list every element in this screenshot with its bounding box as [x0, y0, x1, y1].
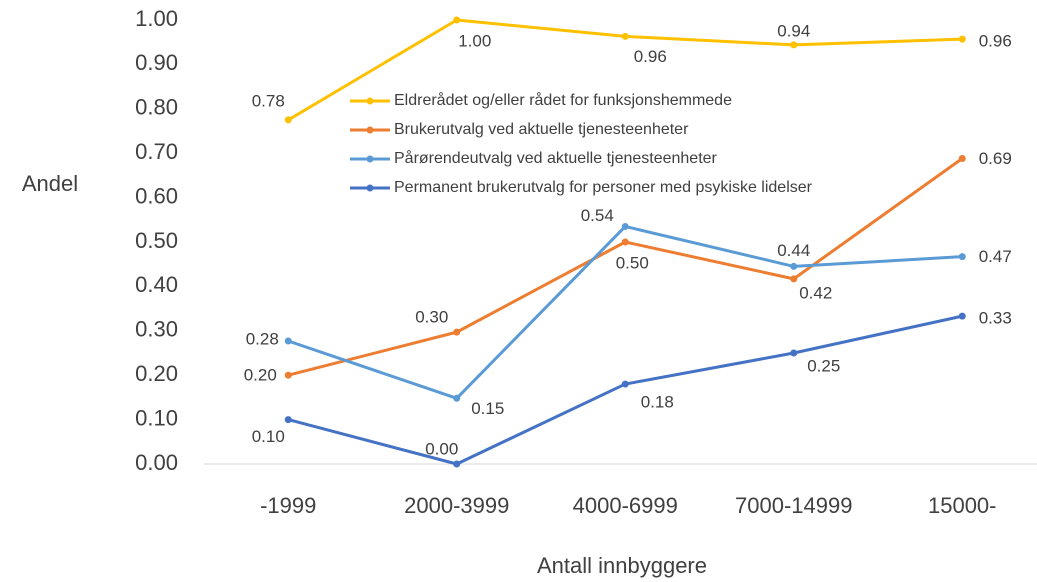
y-tick-label: 0.80: [135, 95, 178, 120]
legend-label: Brukerutvalg ved aktuelle tjenesteenhete…: [394, 121, 689, 138]
x-tick-label: 7000-14999: [735, 493, 852, 518]
data-point: [790, 349, 798, 357]
y-tick-label: 0.10: [135, 405, 178, 430]
data-label: 0.54: [581, 206, 614, 225]
x-tick-label: 15000-: [928, 493, 997, 518]
data-label: 0.28: [246, 329, 279, 348]
data-point: [284, 416, 292, 424]
legend-box: [345, 88, 897, 194]
legend-marker: [366, 184, 374, 192]
y-tick-label: 0.50: [135, 228, 178, 253]
y-tick-label: 0.00: [135, 450, 178, 475]
data-point: [621, 32, 629, 40]
data-label: 0.96: [634, 47, 667, 66]
data-point: [958, 253, 966, 261]
y-tick-label: 0.30: [135, 317, 178, 342]
data-point: [621, 238, 629, 246]
legend-marker: [366, 155, 374, 163]
data-label: 0.78: [252, 91, 285, 110]
y-tick-label: 0.40: [135, 272, 178, 297]
data-point: [958, 155, 966, 163]
data-point: [621, 380, 629, 388]
data-point: [790, 275, 798, 283]
data-point: [958, 35, 966, 43]
data-label: 1.00: [458, 31, 491, 50]
x-tick-label: -1999: [260, 493, 316, 518]
data-label: 0.00: [425, 439, 458, 458]
data-point: [790, 262, 798, 270]
data-label: 0.96: [979, 32, 1012, 51]
x-axis-label: Antall innbyggere: [537, 553, 707, 578]
data-point: [453, 328, 461, 336]
y-tick-label: 1.00: [135, 6, 178, 31]
x-tick-label: 4000-6999: [573, 493, 678, 518]
y-tick-label: 0.60: [135, 183, 178, 208]
legend-label: Eldrerådet og/eller rådet for funksjonsh…: [394, 91, 732, 109]
data-point: [621, 222, 629, 230]
data-label: 0.20: [244, 366, 277, 385]
data-label: 0.15: [471, 399, 504, 418]
x-tick-label: 2000-3999: [404, 493, 509, 518]
data-point: [453, 16, 461, 24]
y-tick-label: 0.20: [135, 361, 178, 386]
data-point: [453, 394, 461, 402]
data-point: [958, 312, 966, 320]
data-label: 0.33: [979, 309, 1012, 328]
data-label: 0.94: [777, 21, 810, 40]
data-point: [453, 460, 461, 468]
data-label: 0.30: [415, 308, 448, 327]
data-label: 0.42: [799, 283, 832, 302]
legend-marker: [366, 126, 374, 134]
data-label: 0.69: [979, 149, 1012, 168]
data-point: [790, 41, 798, 49]
legend-marker: [366, 97, 374, 105]
data-point: [284, 116, 292, 124]
legend-label: Pårørendeutvalg ved aktuelle tjenesteenh…: [394, 149, 718, 167]
data-label: 0.47: [979, 247, 1012, 266]
series-line: [287, 224, 963, 400]
y-axis-label: Andel: [22, 171, 78, 196]
y-tick-label: 0.70: [135, 139, 178, 164]
data-label: 0.18: [641, 393, 674, 412]
data-point: [284, 371, 292, 379]
data-label: 0.10: [252, 427, 285, 446]
data-label: 0.50: [616, 253, 649, 272]
y-tick-label: 0.90: [135, 50, 178, 75]
data-label: 0.25: [807, 356, 840, 375]
data-point: [284, 337, 292, 345]
legend-label: Permanent brukerutvalg for personer med …: [394, 179, 813, 196]
data-label: 0.44: [777, 241, 810, 260]
series-line: [287, 314, 963, 466]
